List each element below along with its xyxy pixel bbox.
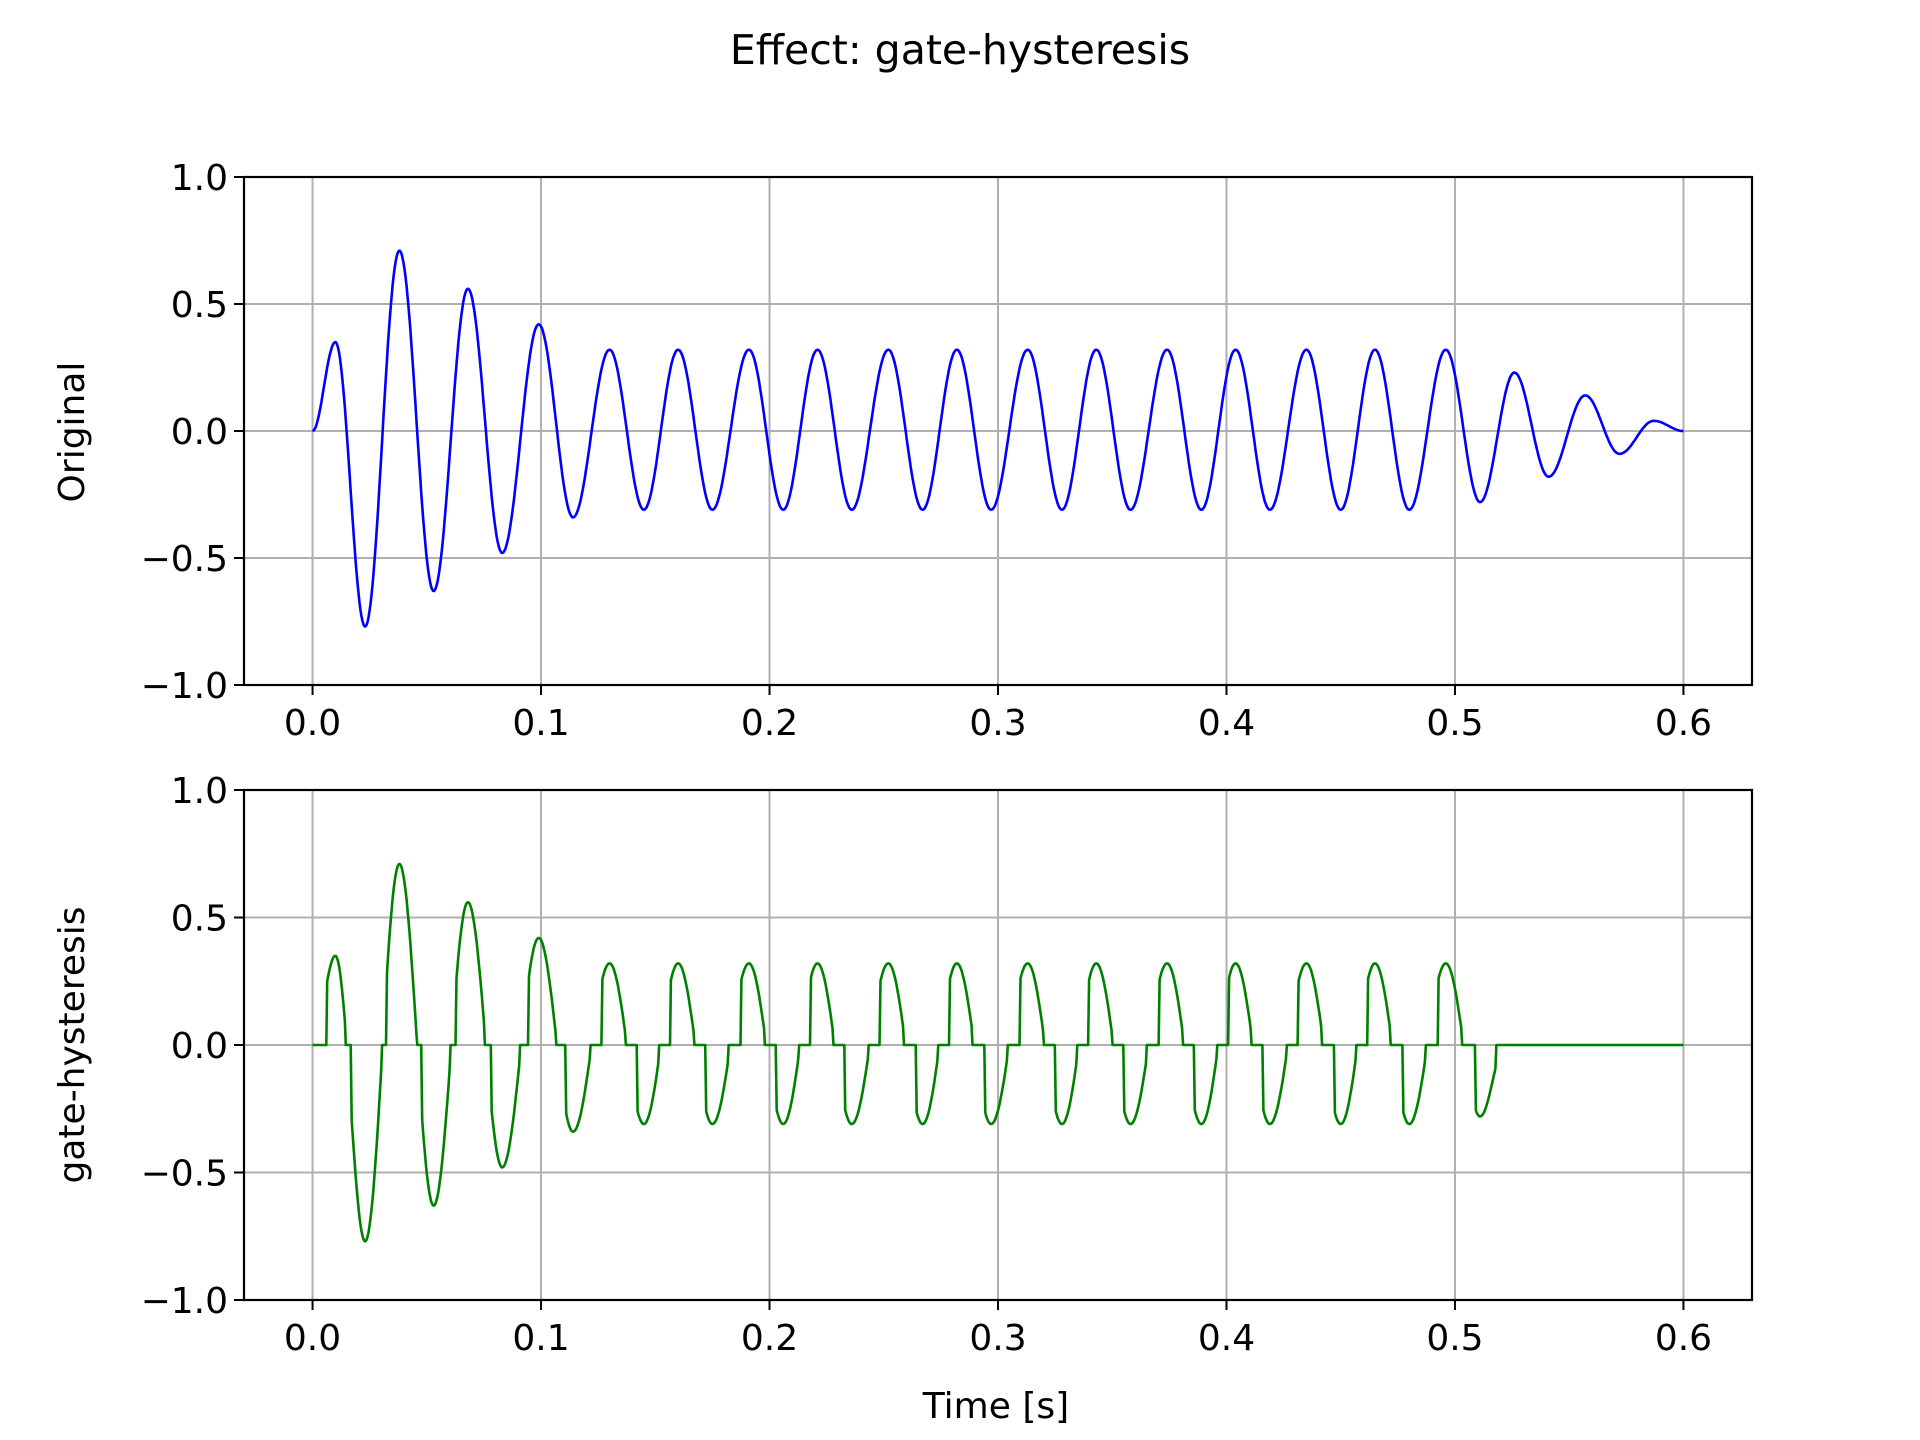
y-tick-label: −0.5 bbox=[141, 539, 228, 580]
x-tick-label: 0.1 bbox=[512, 703, 569, 744]
x-tick-label: 0.3 bbox=[969, 703, 1026, 744]
xlabel-time: Time [s] bbox=[922, 1386, 1069, 1427]
original-signal-line bbox=[312, 249, 1684, 628]
y-tick-label: 1.0 bbox=[171, 158, 228, 199]
ylabel-original: Original bbox=[52, 362, 93, 503]
y-tick-label: 1.0 bbox=[171, 771, 228, 812]
y-tick-label: 0.0 bbox=[171, 412, 228, 453]
x-tick-label: 0.4 bbox=[1198, 703, 1255, 744]
x-tick-label: 0.6 bbox=[1655, 1318, 1712, 1359]
x-tick-label: 0.2 bbox=[741, 703, 798, 744]
y-tick-label: 0.0 bbox=[171, 1026, 228, 1067]
y-tick-label: 0.5 bbox=[171, 899, 228, 940]
ylabel-gate-hysteresis: gate-hysteresis bbox=[52, 907, 93, 1184]
panel-gate-hysteresis: gate-hysteresis Time [s] 0.0 0.1 0.2 0.3 0.4… bbox=[52, 771, 1754, 1427]
y-tick-label: −1.0 bbox=[141, 1281, 228, 1322]
x-tick-label: 0.0 bbox=[284, 1318, 341, 1359]
x-tick-label: 0.5 bbox=[1426, 703, 1483, 744]
figure-title: Effect: gate-hysteresis bbox=[730, 26, 1190, 74]
x-tick-label: 0.0 bbox=[284, 703, 341, 744]
y-tick-label: 0.5 bbox=[171, 285, 228, 326]
panel-original: Original 0.0 0.1 0.2 0.3 0.4 0.5 0.6 −1.0 −0.5 0.… bbox=[52, 158, 1754, 744]
x-tick-label: 0.2 bbox=[741, 1318, 798, 1359]
x-tick-label: 0.5 bbox=[1426, 1318, 1483, 1359]
y-tick-label: −1.0 bbox=[141, 666, 228, 707]
x-tick-label: 0.6 bbox=[1655, 703, 1712, 744]
x-tick-label: 0.4 bbox=[1198, 1318, 1255, 1359]
y-tick-label: −0.5 bbox=[141, 1154, 228, 1195]
x-tick-label: 0.3 bbox=[969, 1318, 1026, 1359]
x-tick-label: 0.1 bbox=[512, 1318, 569, 1359]
gated-signal-line bbox=[312, 862, 1684, 1243]
